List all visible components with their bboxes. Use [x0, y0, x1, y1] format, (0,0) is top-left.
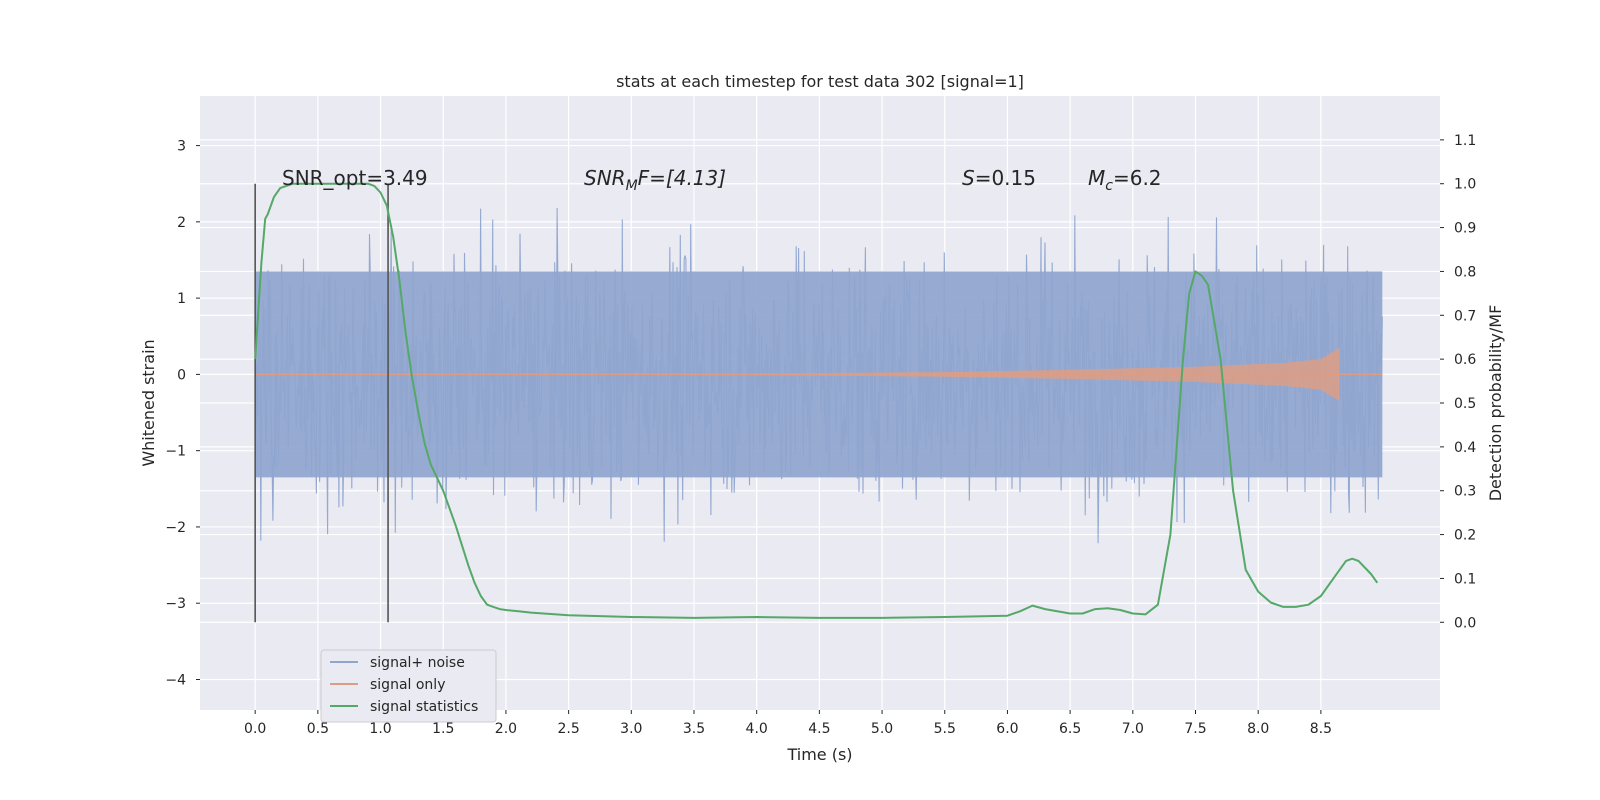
x-tick-label-3: 1.5: [432, 721, 454, 737]
annotation-s: S=0.15: [962, 166, 1036, 190]
yr-tick-label-8: 0.8: [1454, 264, 1476, 280]
x-tick-label-12: 6.0: [996, 721, 1018, 737]
legend-label-signal-only: signal only: [370, 677, 445, 693]
annotation-mc-main: M: [1088, 166, 1105, 190]
yr-tick-label-0: 0.0: [1454, 615, 1476, 631]
left-y-axis-label: Whitened strain: [139, 339, 158, 466]
annotation-mc-sub: c: [1105, 178, 1113, 194]
annotation-snr-mf-rest: F=[4.13]: [638, 166, 726, 190]
yr-tick-label-11: 1.1: [1454, 133, 1476, 149]
left-y-tick-labels: −4 −3 −2 −1 0 1 2 3: [165, 139, 200, 688]
annotation-snr-opt: SNR_opt=3.49: [282, 166, 428, 190]
yl-tick-label-3: −1: [165, 444, 186, 460]
x-tick-label-2: 1.0: [369, 721, 391, 737]
yr-tick-label-7: 0.7: [1454, 308, 1476, 324]
x-tick-label-8: 4.0: [746, 721, 768, 737]
vertical-markers: [254, 183, 389, 623]
right-y-tick-labels: 0.0 0.1 0.2 0.3 0.4 0.5 0.6 0.7 0.8 0.9 1.0 1.1: [1440, 133, 1476, 631]
yr-tick-label-1: 0.1: [1454, 571, 1476, 587]
signal-statistics-series: [254, 182, 1379, 619]
chart-title: stats at each timestep for test data 302…: [616, 72, 1024, 91]
yr-tick-label-9: 0.9: [1454, 221, 1476, 237]
signal-only-series: [255, 347, 1383, 402]
yr-tick-label-10: 1.0: [1454, 177, 1476, 193]
x-tick-label-16: 8.0: [1247, 721, 1269, 737]
legend-box: [320, 649, 497, 723]
annotation-s-rest: =0.15: [975, 166, 1036, 190]
x-tick-label-10: 5.0: [871, 721, 893, 737]
yl-tick-label-7: 3: [177, 139, 186, 155]
x-axis-label: Time (s): [786, 745, 852, 764]
annotation-snr-mf-sub: M: [626, 178, 638, 194]
legend-label-signal-plus-noise: signal+ noise: [370, 655, 465, 671]
legend: signal+ noise signal only signal statist…: [320, 649, 497, 723]
right-y-axis-label: Detection probability/MF: [1486, 305, 1505, 502]
noise-trace: [254, 207, 1383, 544]
x-tick-label-5: 2.5: [557, 721, 579, 737]
yl-tick-label-0: −4: [165, 672, 186, 688]
yl-tick-label-6: 2: [177, 215, 186, 231]
annotation-snr-mf-main: SNR: [584, 166, 626, 190]
annotation-s-main: S: [962, 166, 975, 190]
annotation-mc: Mc=6.2: [1088, 166, 1162, 194]
yl-tick-label-4: 0: [177, 367, 186, 383]
annotation-mc-rest: =6.2: [1113, 166, 1162, 190]
x-tick-label-4: 2.0: [495, 721, 517, 737]
yl-tick-label-5: 1: [177, 291, 186, 307]
annotation-snr-mf: SNRMF=[4.13]: [584, 166, 726, 194]
yr-tick-label-5: 0.5: [1454, 396, 1476, 412]
x-tick-label-6: 3.0: [620, 721, 642, 737]
x-tick-label-14: 7.0: [1122, 721, 1144, 737]
yr-tick-label-6: 0.6: [1454, 352, 1476, 368]
x-tick-label-13: 6.5: [1059, 721, 1081, 737]
legend-label-signal-statistics: signal statistics: [370, 699, 478, 715]
x-tick-label-11: 5.5: [934, 721, 956, 737]
x-tick-label-7: 3.5: [683, 721, 705, 737]
yl-tick-label-1: −3: [165, 596, 186, 612]
yr-tick-label-4: 0.4: [1454, 440, 1476, 456]
x-tick-labels: 0.0 0.5 1.0 1.5 2.0 2.5 3.0 3.5 4.0 4.5 5.0 5.5 6.0 6…: [244, 710, 1332, 737]
yl-tick-label-2: −2: [165, 520, 186, 536]
x-tick-label-9: 4.5: [808, 721, 830, 737]
signal-statistics-line: [254, 182, 1379, 619]
x-tick-label-15: 7.5: [1184, 721, 1206, 737]
yr-tick-label-2: 0.2: [1454, 528, 1476, 544]
yr-tick-label-3: 0.3: [1454, 484, 1476, 500]
x-tick-label-17: 8.5: [1310, 721, 1332, 737]
x-tick-label-0: 0.0: [244, 721, 266, 737]
x-tick-label-1: 0.5: [307, 721, 329, 737]
